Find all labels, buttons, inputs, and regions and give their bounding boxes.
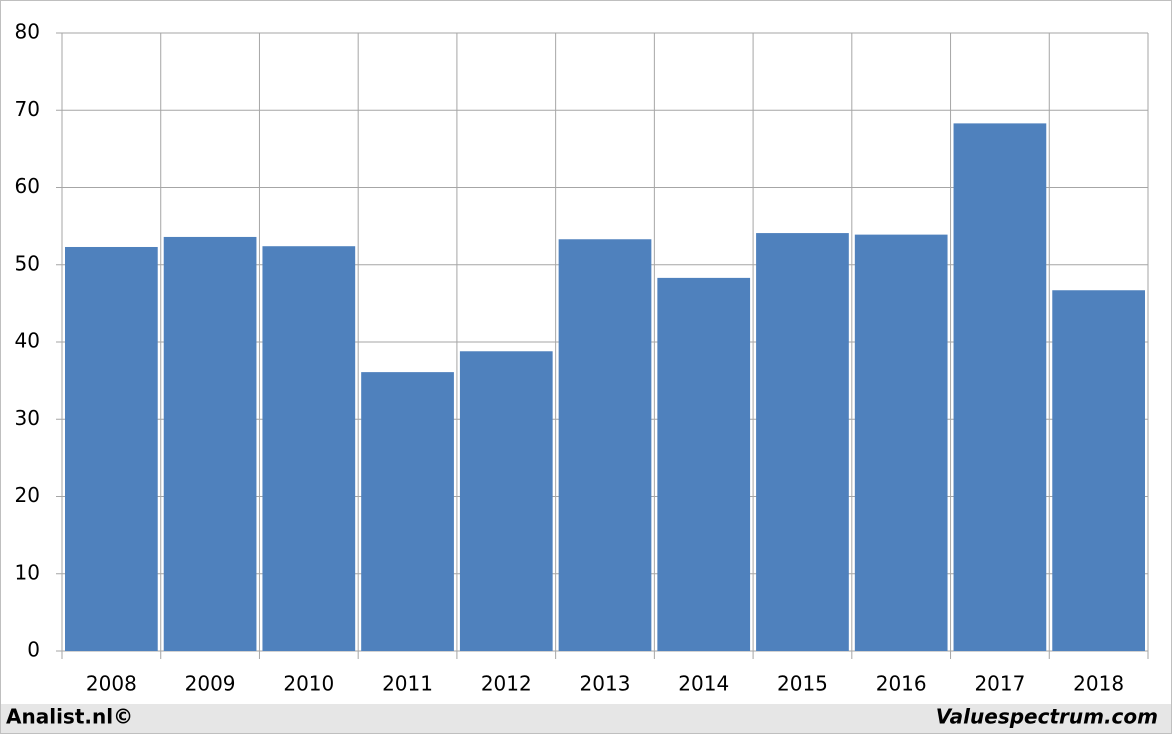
y-tick-label: 20 [15,483,40,507]
bar [163,236,257,651]
bar [361,372,454,651]
x-tick-label: 2009 [185,672,236,696]
x-tick-label: 2013 [580,672,631,696]
y-tick-label: 50 [15,251,40,275]
y-tick-label: 40 [15,329,40,353]
bar [953,123,1047,651]
x-tick-label: 2017 [974,672,1025,696]
bar [854,234,948,651]
y-tick-label: 60 [15,174,40,198]
y-tick-label: 0 [27,638,40,662]
y-tick-label: 70 [15,97,40,121]
x-tick-label: 2012 [481,672,532,696]
x-tick-label: 2008 [86,672,137,696]
bar [657,277,751,651]
footer-right: Valuespectrum.com [936,705,1158,729]
bar [459,351,553,651]
bar [558,239,652,651]
x-tick-label: 2014 [678,672,729,696]
x-tick-label: 2011 [382,672,433,696]
bar [262,246,356,651]
footer-bar [1,704,1171,733]
y-tick-label: 30 [15,406,40,430]
bar [1052,290,1145,651]
y-tick-label: 80 [15,20,40,44]
bar [65,246,158,652]
x-tick-label: 2010 [283,672,334,696]
y-tick-label: 10 [15,560,40,584]
x-tick-label: 2016 [876,672,927,696]
bar [756,233,849,651]
x-tick-label: 2015 [777,672,828,696]
x-tick-label: 2018 [1073,672,1124,696]
footer-left: Analist.nl© [6,705,133,729]
